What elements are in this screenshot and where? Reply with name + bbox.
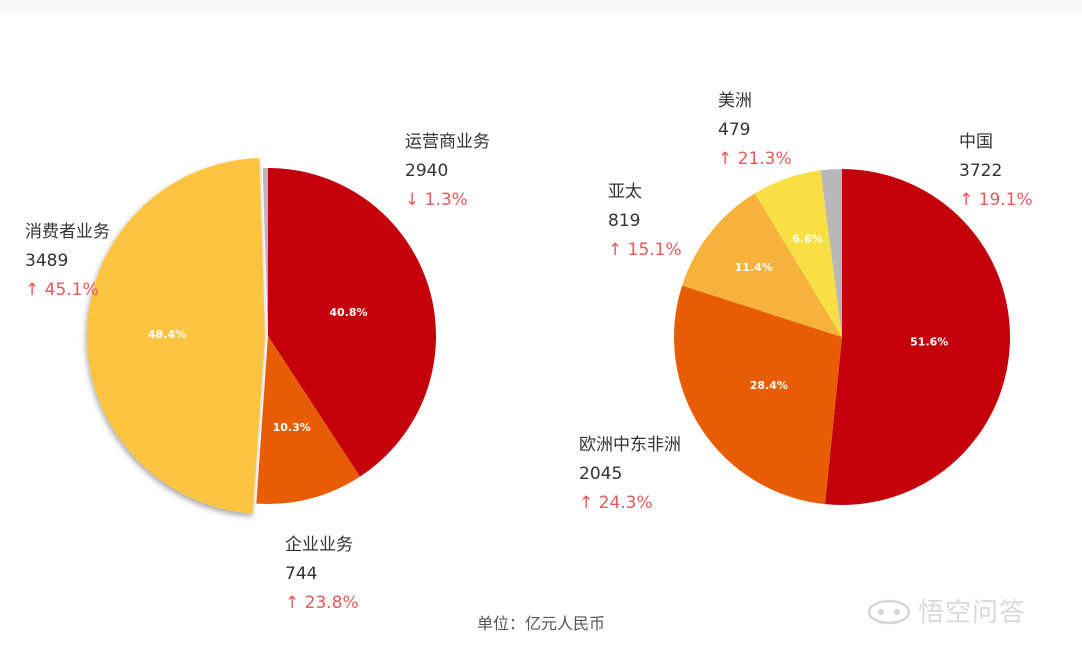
pie-slice-欧洲中东非洲 [674, 285, 842, 505]
region-pie-chart: 51.6% 28.4% 11.4% 6.6% [674, 169, 1010, 506]
pie-percent-label: 10.3% [273, 421, 311, 434]
pie-slice-亚太 [682, 193, 842, 337]
pie-percent-label: 28.4% [750, 379, 788, 392]
pie-slice-美洲 [754, 170, 842, 337]
slice-label-emea: 欧洲中东非洲 2045 ↑ 24.3% [579, 435, 681, 513]
pie-slice-中国 [825, 169, 1010, 506]
slice-label-apac: 亚太 819 ↑ 15.1% [608, 182, 682, 260]
pie-percent-label: 11.4% [735, 261, 773, 274]
slice-label-enterprise: 企业业务 744 ↑ 23.8% [285, 535, 359, 613]
unit-note: 单位：亿元人民币 [476, 614, 605, 633]
pie-slice-消费者业务 [87, 158, 266, 514]
watermark-text: 悟空问答 [918, 598, 1027, 628]
slice-label-china: 中国 3722 ↑ 19.1% [959, 132, 1033, 210]
pie-percent-label: 48.4% [148, 328, 186, 341]
pie-percent-label: 40.8% [329, 306, 367, 319]
pie-slice-other [820, 169, 842, 337]
pie-slice-运营商业务 [268, 168, 437, 477]
pie-slice-企业业务 [256, 336, 360, 505]
watermark: 悟空问答 [866, 592, 1026, 629]
slice-label-consumer: 消费者业务 3489 ↑ 45.1% [25, 222, 110, 300]
slice-label-operator: 运营商业务 2940 ↓ 1.3% [405, 132, 490, 210]
watermark-logo-icon [867, 599, 911, 624]
pie-percent-label: 6.6% [792, 233, 823, 246]
top-shadow-bar [0, 0, 1082, 18]
pie-slice-other [262, 168, 268, 336]
pie-percent-label: 51.6% [910, 335, 948, 348]
business-pie-chart: 40.8% 10.3% 48.4% [87, 158, 437, 514]
slice-label-americas: 美洲 479 ↑ 21.3% [718, 91, 792, 169]
